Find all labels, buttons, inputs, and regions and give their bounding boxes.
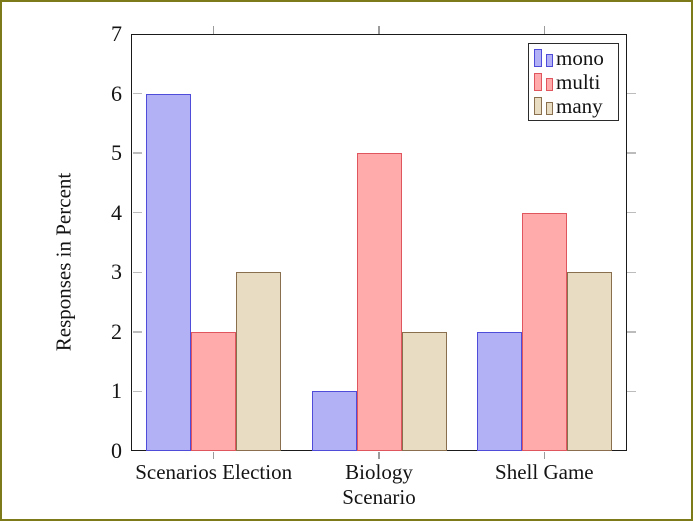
y-tick-mark-left <box>132 152 142 154</box>
x-tick-mark-bottom <box>212 452 215 459</box>
y-tick-label: 4 <box>111 199 122 225</box>
x-tick-label: Scenarios Election <box>135 460 293 484</box>
legend-swatch-large <box>534 97 542 115</box>
y-tick-label: 5 <box>111 140 122 166</box>
bar-many-1 <box>236 272 282 451</box>
bar-multi-1 <box>191 331 237 451</box>
bar-multi-3 <box>521 212 567 451</box>
y-tick-label: 3 <box>111 259 122 285</box>
legend: mono multi many <box>528 43 619 121</box>
bar-mono-1 <box>146 93 192 451</box>
y-tick-label: 2 <box>111 318 122 344</box>
y-axis-label: Responses in Percent <box>51 172 76 352</box>
y-tick-label: 7 <box>111 21 122 46</box>
y-tick-mark-right <box>627 271 636 274</box>
legend-swatch-small <box>546 53 553 67</box>
y-tick-mark-right <box>627 152 636 154</box>
x-tick-mark-top <box>543 26 546 34</box>
x-tick-label: Shell Game <box>495 460 594 484</box>
legend-swatch-small <box>546 101 553 115</box>
y-tick-mark-left <box>132 92 142 95</box>
bar-many-2 <box>401 331 447 451</box>
x-tick-mark-top <box>378 26 380 34</box>
x-tick-mark-bottom <box>543 452 546 459</box>
legend-label: mono <box>556 46 604 70</box>
y-tick-mark-left <box>132 271 142 274</box>
legend-swatch-large <box>534 73 542 91</box>
y-tick-mark-left <box>132 390 142 393</box>
x-axis-label: Scenario <box>342 485 416 509</box>
legend-swatch-small <box>546 77 553 91</box>
y-tick-mark-right <box>627 92 636 95</box>
legend-swatch-large <box>534 49 542 67</box>
bar-mono-2 <box>311 391 357 451</box>
legend-item-multi: multi <box>534 70 618 94</box>
legend-label: multi <box>556 70 601 94</box>
y-tick-mark-right <box>627 331 636 333</box>
y-tick-label: 1 <box>111 378 122 404</box>
y-tick-mark-right <box>627 211 636 214</box>
y-tick-mark-right <box>627 390 636 393</box>
y-tick-mark-left <box>132 211 142 214</box>
x-tick-mark-top <box>212 26 215 34</box>
y-tick-mark-left <box>132 331 142 333</box>
bar-multi-2 <box>356 153 402 451</box>
legend-item-many: many <box>534 94 618 118</box>
y-tick-label: 0 <box>111 438 122 463</box>
bar-many-3 <box>566 272 612 451</box>
legend-label: many <box>556 94 603 118</box>
y-tick-label: 6 <box>111 80 122 106</box>
bar-mono-3 <box>476 331 522 451</box>
legend-item-mono: mono <box>534 46 618 70</box>
x-tick-mark-bottom <box>378 452 380 459</box>
x-tick-label: Biology <box>345 460 413 484</box>
